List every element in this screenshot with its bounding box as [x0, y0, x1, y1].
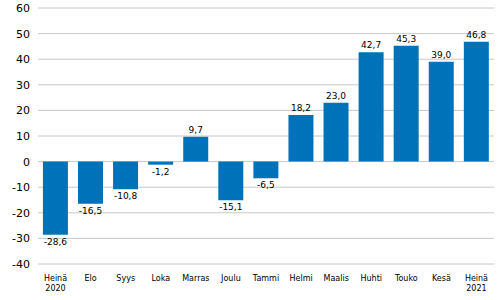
svg-text:Loka: Loka [151, 274, 170, 283]
svg-text:23,0: 23,0 [326, 91, 346, 101]
svg-text:-40: -40 [12, 258, 30, 271]
svg-text:45,3: 45,3 [396, 34, 416, 44]
svg-text:Maalis: Maalis [323, 274, 348, 283]
svg-text:-16,5: -16,5 [79, 206, 102, 216]
svg-text:Tammi: Tammi [252, 274, 279, 283]
svg-text:-10: -10 [12, 181, 30, 194]
svg-text:Helmi: Helmi [289, 274, 312, 283]
svg-text:50: 50 [16, 28, 30, 41]
svg-text:-15,1: -15,1 [219, 202, 242, 212]
svg-text:Kesä: Kesä [432, 274, 451, 283]
svg-text:-28,6: -28,6 [44, 237, 68, 247]
svg-text:Syys: Syys [116, 274, 135, 283]
svg-text:Huhti: Huhti [360, 274, 382, 283]
svg-text:0: 0 [23, 156, 30, 169]
svg-text:46,8: 46,8 [466, 30, 486, 40]
svg-text:18,2: 18,2 [291, 103, 311, 113]
svg-text:60: 60 [16, 2, 30, 15]
svg-text:-10,8: -10,8 [114, 191, 138, 201]
svg-text:Joulu: Joulu [220, 274, 241, 283]
svg-text:39,0: 39,0 [431, 50, 451, 60]
svg-text:-6,5: -6,5 [257, 180, 275, 190]
svg-text:42,7: 42,7 [361, 40, 381, 50]
svg-text:-30: -30 [12, 232, 30, 245]
svg-text:Marras: Marras [182, 274, 209, 283]
svg-text:Heinä2021: Heinä2021 [465, 274, 488, 293]
svg-text:9,7: 9,7 [189, 125, 203, 135]
svg-text:30: 30 [16, 79, 30, 92]
svg-text:20: 20 [16, 104, 30, 117]
svg-text:Heinä2020: Heinä2020 [44, 274, 67, 293]
svg-text:-1,2: -1,2 [152, 167, 170, 177]
svg-text:Touko: Touko [394, 274, 418, 283]
svg-text:-20: -20 [12, 207, 30, 220]
svg-text:40: 40 [16, 53, 30, 66]
svg-text:10: 10 [16, 130, 30, 143]
svg-text:Elo: Elo [85, 274, 97, 283]
